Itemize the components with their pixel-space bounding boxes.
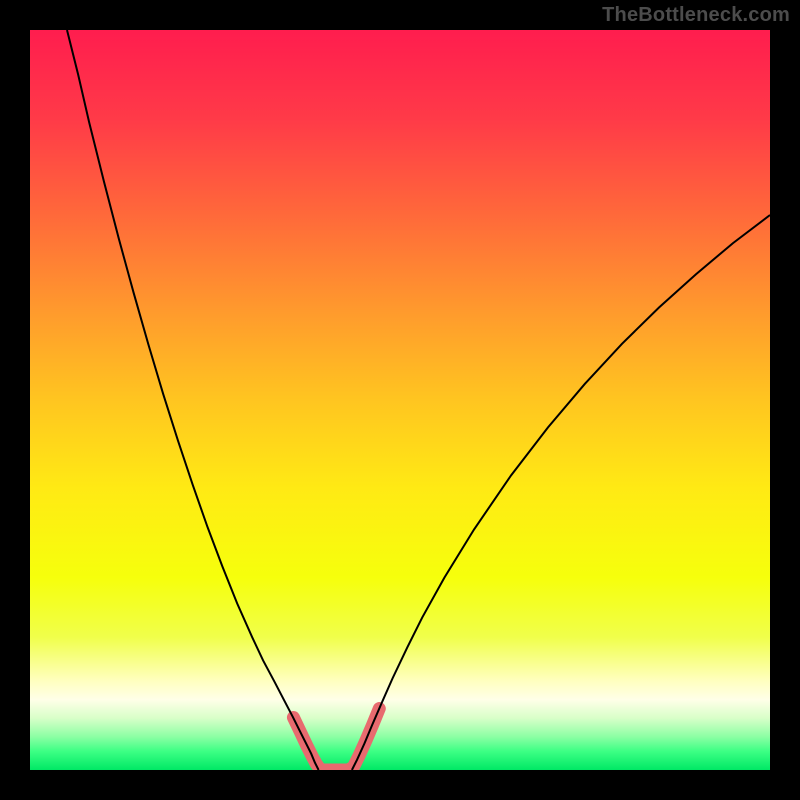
curve-right xyxy=(352,215,770,770)
chart-container: TheBottleneck.com xyxy=(0,0,800,800)
watermark-text: TheBottleneck.com xyxy=(602,4,790,27)
curve-left xyxy=(67,30,319,770)
plot-area xyxy=(30,30,770,770)
curves-layer xyxy=(30,30,770,770)
